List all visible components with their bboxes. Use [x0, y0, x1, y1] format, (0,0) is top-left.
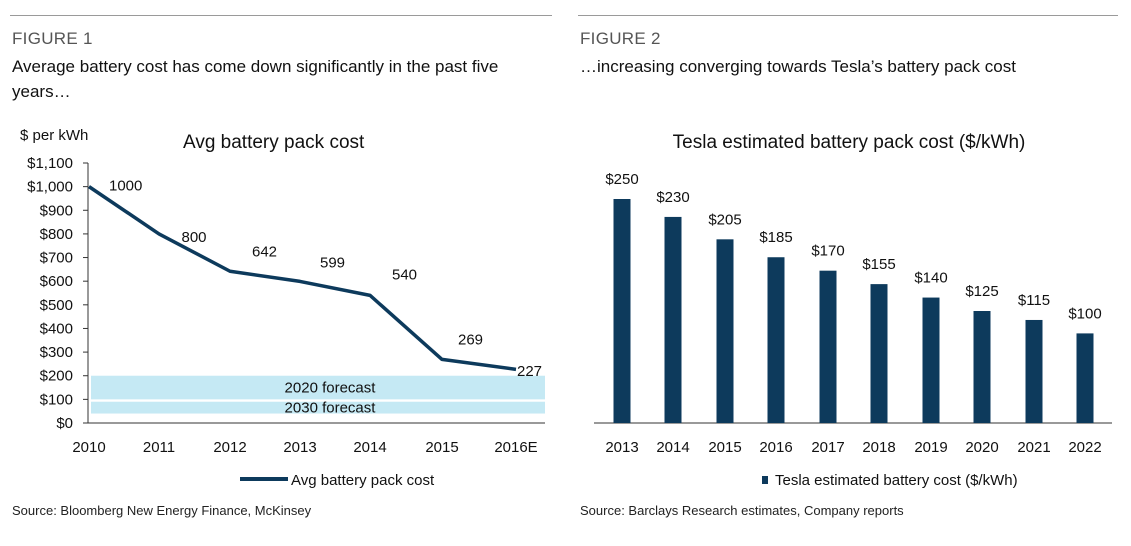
x-tick-label: 2017	[811, 439, 844, 456]
chart-2-title: Tesla estimated battery pack cost ($/kWh…	[673, 132, 1026, 153]
y-tick-label: $600	[40, 273, 73, 290]
y-axis-label: $ per kWh	[20, 127, 88, 144]
bar	[1025, 319, 1043, 423]
x-tick-label: 2021	[1017, 439, 1050, 456]
bar	[819, 270, 837, 423]
bar	[767, 257, 785, 423]
x-tick-label: 2014	[656, 439, 689, 456]
figure-1-source: Source: Bloomberg New Energy Finance, Mc…	[12, 503, 312, 518]
y-tick-label: $400	[40, 320, 73, 337]
forecast-band-label: 2030 forecast	[285, 400, 377, 417]
y-tick-label: $200	[40, 368, 73, 385]
figure-1-panel: FIGURE 1 Average battery cost has come d…	[0, 0, 552, 546]
figure-2-source: Source: Barclays Research estimates, Com…	[580, 503, 904, 518]
bar	[922, 297, 940, 423]
x-tick-label: 2010	[72, 439, 105, 456]
y-tick-label: $500	[40, 297, 73, 314]
bar-value-label: $100	[1068, 305, 1101, 322]
bar	[716, 239, 734, 423]
y-tick-label: $700	[40, 250, 73, 267]
bar-value-label: $140	[914, 270, 947, 287]
bar-value-label: $115	[1018, 292, 1050, 309]
y-tick-label: $800	[40, 226, 73, 243]
y-tick-label: $900	[40, 202, 73, 219]
x-tick-label: 2015	[425, 439, 458, 456]
figure-2-label: FIGURE 2	[580, 29, 661, 48]
legend-label: Avg battery pack cost	[291, 472, 435, 489]
bar-value-label: $250	[605, 171, 638, 188]
x-tick-label: 2013	[605, 439, 638, 456]
figure-2-top-rule	[578, 15, 1118, 16]
legend-swatch	[762, 476, 768, 484]
bar	[664, 216, 682, 423]
y-tick-label: $0	[56, 415, 73, 432]
data-label: 269	[458, 331, 483, 348]
figure-1-top-rule	[10, 15, 552, 16]
data-label: 800	[181, 229, 206, 246]
bar	[1076, 333, 1094, 423]
forecast-band	[91, 401, 545, 414]
bar	[613, 199, 631, 423]
bar-value-label: $185	[759, 229, 792, 246]
x-tick-label: 2012	[213, 439, 246, 456]
x-tick-label: 2015	[708, 439, 741, 456]
bar	[870, 284, 888, 423]
x-tick-label: 2019	[914, 439, 947, 456]
x-tick-label: 2011	[143, 439, 175, 456]
avg-cost-series-line	[88, 185, 517, 372]
bar-value-label: $125	[965, 283, 998, 300]
x-tick-label: 2014	[353, 439, 386, 456]
y-tick-label: $100	[40, 391, 73, 408]
data-label: 227	[517, 363, 542, 380]
forecast-band-label: 2020 forecast	[285, 380, 377, 397]
figure-2-panel: FIGURE 2 …increasing converging towards …	[578, 0, 1118, 546]
x-tick-label: 2022	[1068, 439, 1101, 456]
battery-cost-line-chart: Avg battery pack cost $ per kWh 2020 forec…	[20, 127, 545, 489]
chart-1-title: Avg battery pack cost	[183, 132, 365, 153]
figure-2-title: …increasing converging towards Tesla’s b…	[580, 57, 1016, 76]
bar-value-label: $170	[811, 243, 844, 260]
data-label: 642	[252, 243, 277, 260]
figure-1-title: Average battery cost has come down signi…	[12, 57, 499, 101]
figure-1-label: FIGURE 1	[12, 29, 93, 48]
forecast-band	[91, 375, 545, 400]
y-tick-label: $1,100	[27, 155, 73, 172]
bar	[973, 311, 991, 423]
x-tick-label: 2020	[965, 439, 998, 456]
data-label: 599	[320, 254, 345, 271]
x-tick-label: 2016	[759, 439, 792, 456]
x-tick-label: 2016E	[494, 439, 537, 456]
bar-value-label: $205	[708, 211, 741, 228]
data-label: 1000	[109, 178, 142, 195]
x-tick-label: 2018	[862, 439, 895, 456]
y-tick-label: $300	[40, 344, 73, 361]
bar-value-label: $230	[656, 189, 689, 206]
y-tick-label: $1,000	[27, 179, 73, 196]
tesla-cost-bar-chart: Tesla estimated battery pack cost ($/kWh…	[594, 132, 1112, 489]
x-tick-label: 2013	[283, 439, 316, 456]
data-label: 540	[392, 266, 417, 283]
legend-label: Tesla estimated battery cost ($/kWh)	[775, 472, 1018, 489]
bar-value-label: $155	[862, 256, 895, 273]
